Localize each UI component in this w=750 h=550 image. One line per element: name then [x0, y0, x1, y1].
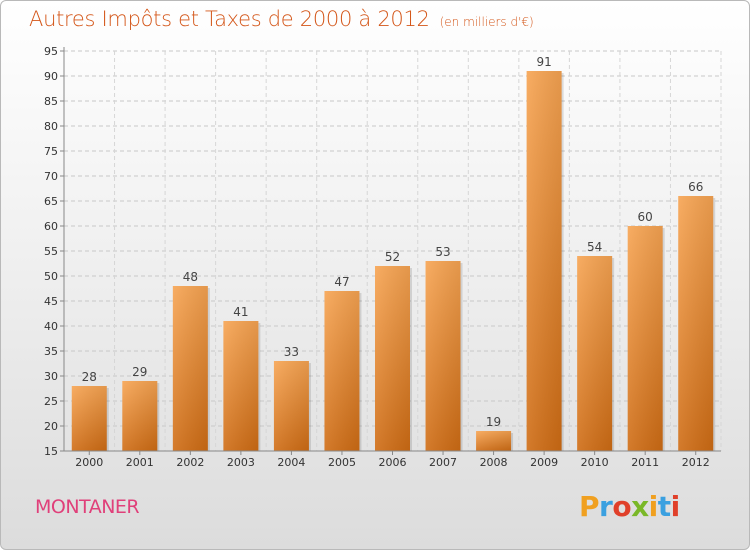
bar-value-label: 33	[284, 345, 299, 359]
logo-letter: t	[657, 490, 671, 523]
x-tick-label: 2012	[682, 456, 710, 469]
bar-highlight	[526, 71, 562, 451]
x-tick-label: 2001	[126, 456, 154, 469]
bar-highlight	[122, 381, 158, 451]
logo-letter: i	[670, 490, 681, 523]
bars	[71, 71, 716, 451]
bar-value-label: 60	[638, 210, 653, 224]
logo-letter: r	[599, 490, 613, 523]
bar-highlight	[71, 386, 107, 451]
y-tick-label: 35	[44, 345, 58, 358]
x-tick-label: 2006	[379, 456, 407, 469]
x-tick-label: 2007	[429, 456, 457, 469]
bar-value-label: 29	[132, 365, 147, 379]
bar-highlight	[577, 256, 613, 451]
bar-highlight	[425, 261, 461, 451]
logo-letter: x	[631, 490, 649, 523]
bar-highlight	[476, 431, 512, 451]
bar-value-label: 91	[536, 55, 551, 69]
x-tick-label: 2005	[328, 456, 356, 469]
bar-value-label: 19	[486, 415, 501, 429]
y-tick-label: 45	[44, 295, 58, 308]
x-tick-label: 2008	[480, 456, 508, 469]
axes	[60, 47, 721, 455]
y-tick-label: 60	[44, 220, 58, 233]
bar-highlight	[375, 266, 410, 451]
chart-title: Autres Impôts et Taxes de 2000 à 2012 (en…	[29, 7, 534, 31]
commune-name: MONTANER	[35, 496, 140, 518]
bar-highlight	[273, 361, 309, 451]
y-tick-label: 80	[44, 120, 58, 133]
bar-value-label: 66	[688, 180, 703, 194]
y-tick-label: 15	[44, 445, 58, 458]
bar-value-label: 52	[385, 250, 400, 264]
bar-highlight	[678, 196, 714, 451]
y-tick-label: 70	[44, 170, 58, 183]
y-tick-label: 55	[44, 245, 58, 258]
labels: 15 20 25 30 35 40 45 50 55 60 65 70 75 80 85 90 95 28 2000…	[44, 45, 710, 469]
y-tick-label: 95	[44, 45, 58, 58]
x-tick-label: 2000	[75, 456, 103, 469]
logo-letter: P	[579, 490, 600, 523]
chart-subtitle: (en milliers d'€)	[439, 15, 534, 29]
bar-highlight	[324, 291, 360, 451]
y-tick-label: 90	[44, 70, 58, 83]
bar-highlight	[627, 226, 663, 451]
x-tick-label: 2002	[176, 456, 204, 469]
proxiti-logo: Proxiti	[579, 490, 680, 523]
y-tick-label: 50	[44, 270, 58, 283]
y-tick-label: 30	[44, 370, 58, 383]
bar-value-label: 28	[82, 370, 97, 384]
x-tick-label: 2009	[530, 456, 558, 469]
bar-value-label: 54	[587, 240, 602, 254]
y-tick-label: 65	[44, 195, 58, 208]
bar-value-label: 41	[233, 305, 248, 319]
bar-value-label: 48	[183, 270, 198, 284]
logo-letter: i	[648, 490, 659, 523]
y-tick-label: 85	[44, 95, 58, 108]
y-tick-label: 20	[44, 420, 58, 433]
x-tick-label: 2004	[277, 456, 305, 469]
x-tick-label: 2011	[631, 456, 659, 469]
bar-value-label: 47	[334, 275, 349, 289]
x-tick-label: 2010	[581, 456, 609, 469]
bar-value-label: 53	[435, 245, 450, 259]
bar-highlight	[223, 321, 259, 451]
bar-highlight	[172, 286, 208, 451]
y-tick-label: 40	[44, 320, 58, 333]
y-tick-label: 75	[44, 145, 58, 158]
logo-letter: o	[612, 490, 632, 523]
x-tick-label: 2003	[227, 456, 255, 469]
chart-title-text: Autres Impôts et Taxes de 2000 à 2012	[29, 7, 430, 31]
y-tick-label: 25	[44, 395, 58, 408]
